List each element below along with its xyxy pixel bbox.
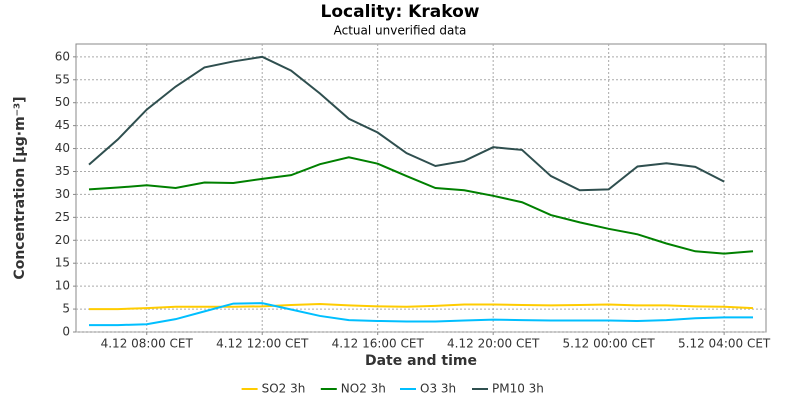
legend-label: PM10 3h bbox=[492, 382, 544, 396]
y-tick-label: 35 bbox=[55, 164, 70, 178]
y-tick-label: 55 bbox=[55, 72, 70, 86]
y-axis-label: Concentration [µg·m⁻³] bbox=[12, 96, 28, 279]
y-tick-label: 45 bbox=[55, 118, 70, 132]
series-line bbox=[88, 156, 754, 255]
x-tick-label: 4.12 16:00 CET bbox=[332, 337, 425, 351]
y-tick-label: 10 bbox=[55, 279, 70, 293]
x-tick-label: 5.12 04:00 CET bbox=[678, 337, 771, 351]
series-line bbox=[88, 55, 725, 192]
series-line bbox=[88, 302, 754, 327]
chart-subtitle: Actual unverified data bbox=[334, 24, 467, 38]
x-tick-label: 4.12 20:00 CET bbox=[447, 337, 540, 351]
y-tick-label: 60 bbox=[55, 49, 70, 63]
y-tick-label: 15 bbox=[55, 256, 70, 270]
chart-title: Locality: Krakow bbox=[321, 2, 480, 22]
x-tick-label: 5.12 00:00 CET bbox=[563, 337, 656, 351]
y-tick-label: 5 bbox=[62, 302, 70, 316]
x-axis-label: Date and time bbox=[365, 353, 477, 369]
y-tick-label: 40 bbox=[55, 141, 70, 155]
y-tick-label: 20 bbox=[55, 233, 70, 247]
y-tick-label: 0 bbox=[62, 325, 70, 339]
series-line bbox=[88, 303, 754, 311]
y-tick-label: 25 bbox=[55, 210, 70, 224]
y-tick-label: 30 bbox=[55, 187, 70, 201]
x-tick-label: 4.12 08:00 CET bbox=[101, 337, 194, 351]
y-tick-label: 50 bbox=[55, 95, 70, 109]
plot-area bbox=[75, 43, 767, 333]
legend-label: O3 3h bbox=[420, 382, 456, 396]
x-tick-label: 4.12 12:00 CET bbox=[216, 337, 309, 351]
legend-label: NO2 3h bbox=[341, 382, 386, 396]
legend-label: SO2 3h bbox=[262, 382, 306, 396]
